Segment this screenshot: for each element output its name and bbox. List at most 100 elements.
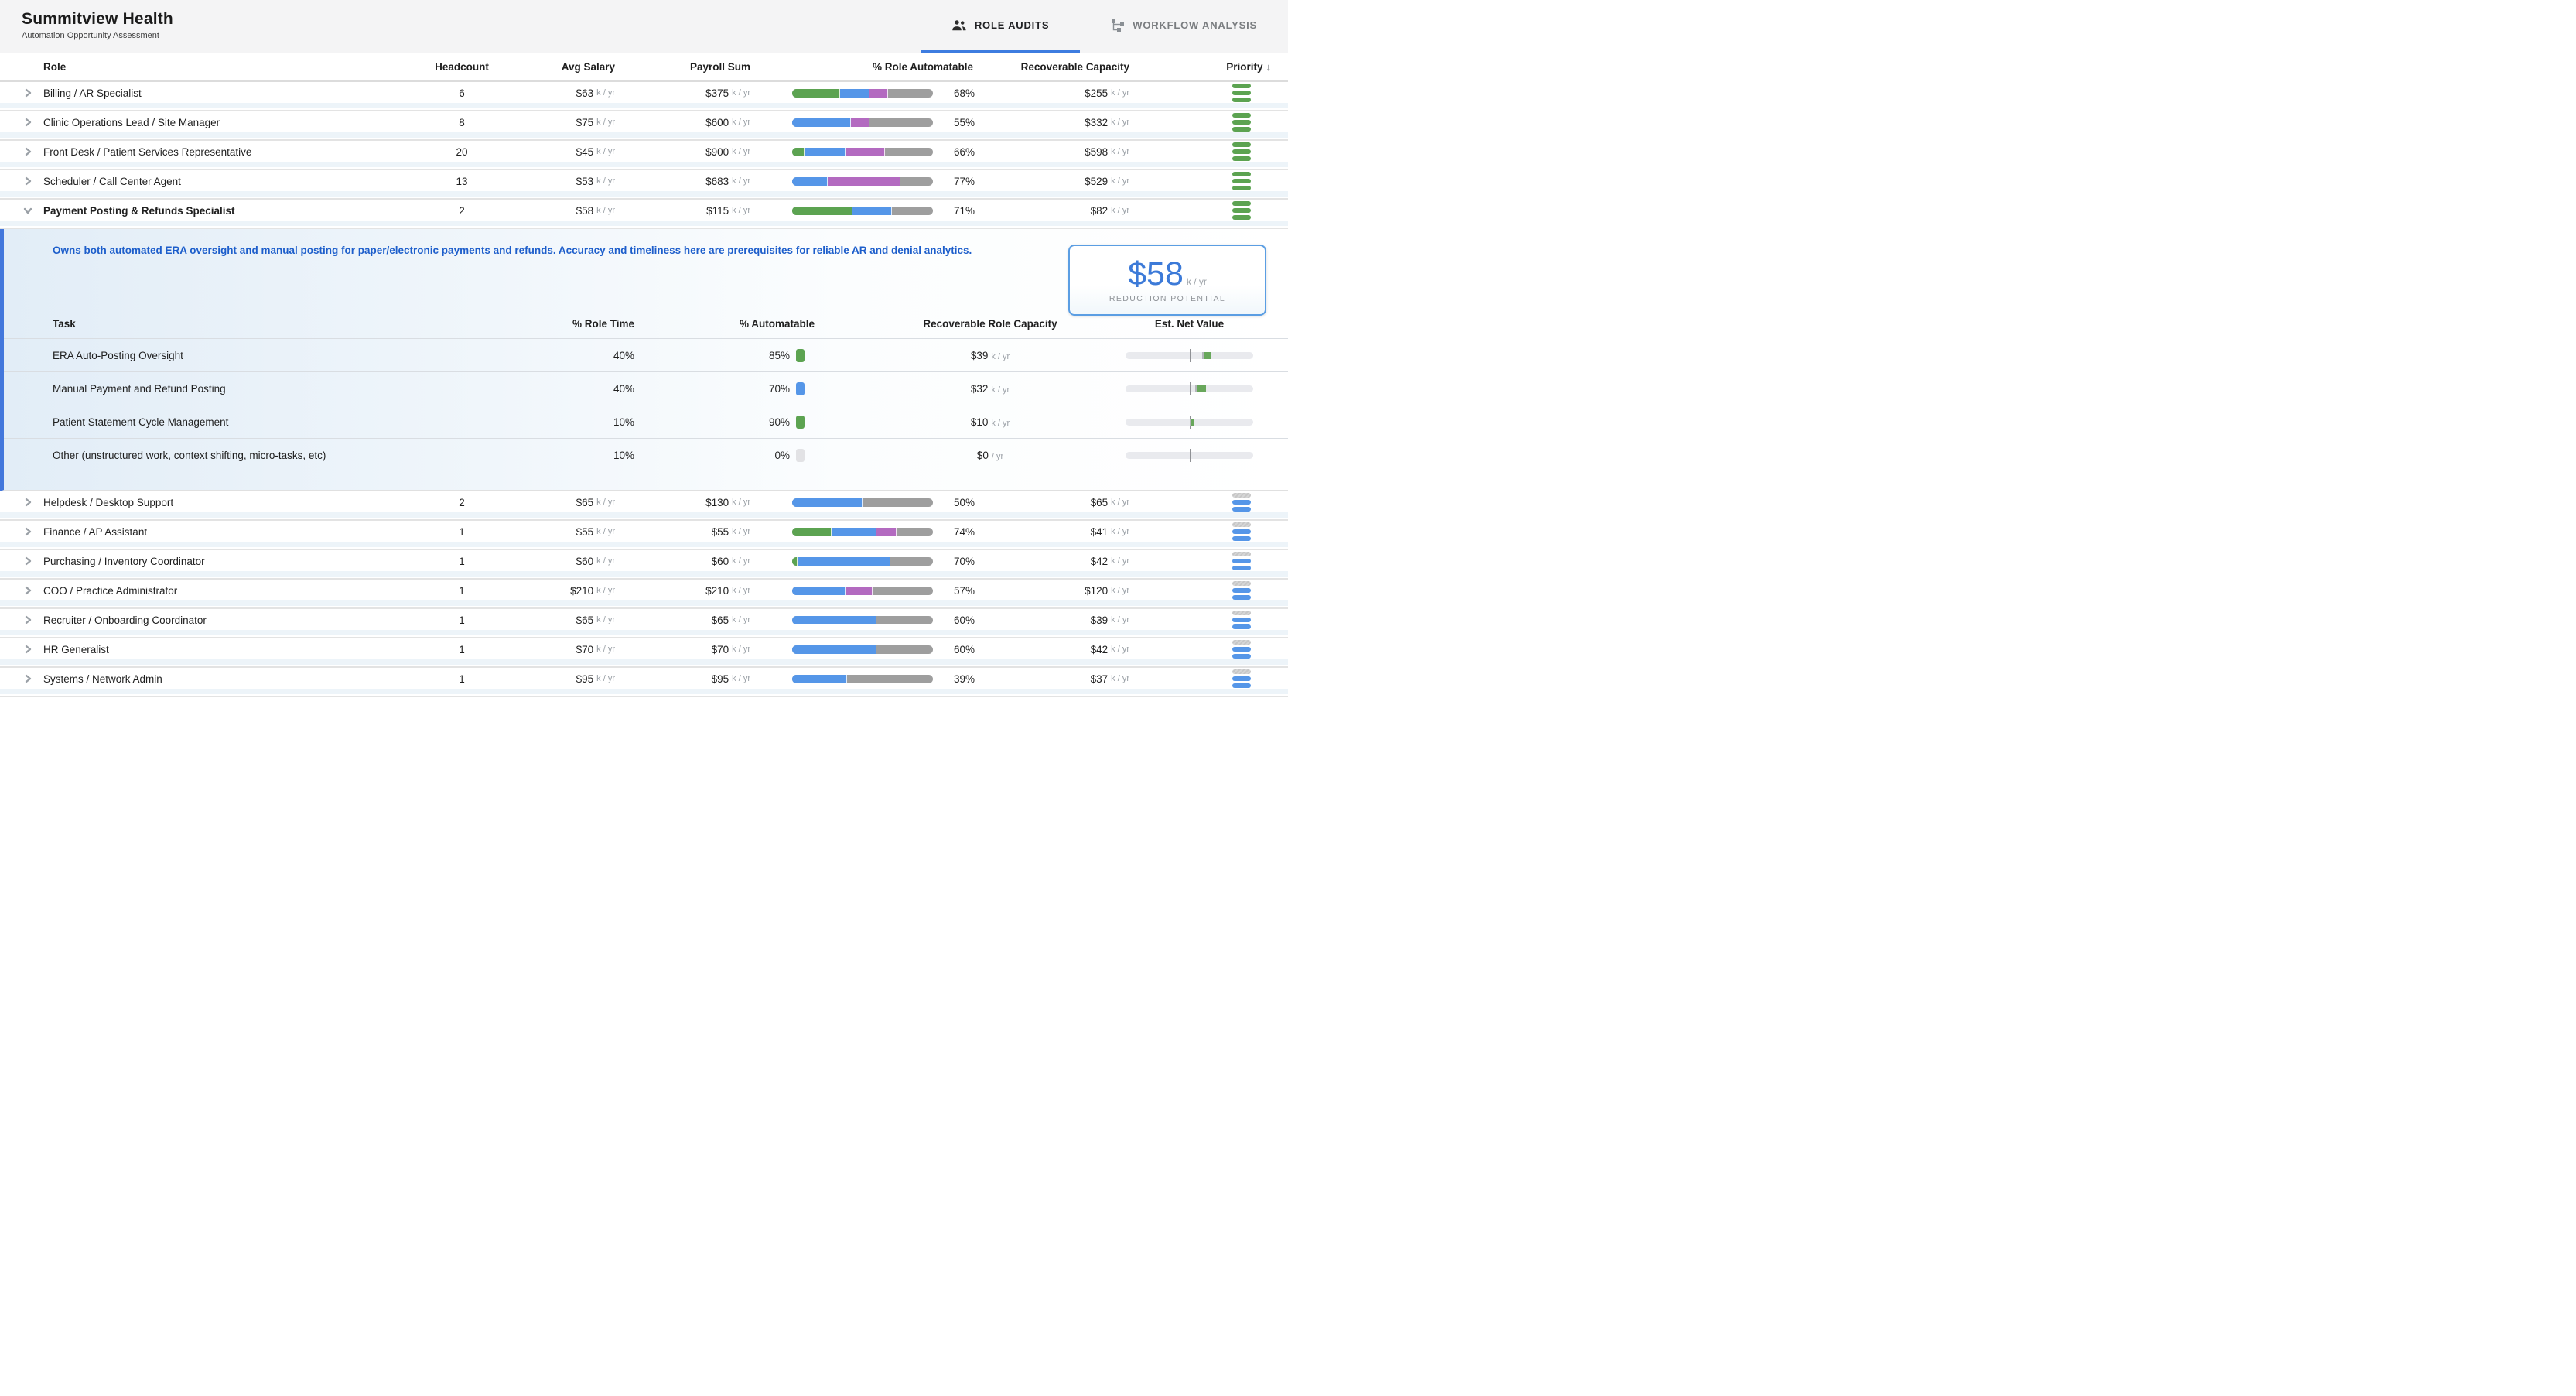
automatable-cell: 60% xyxy=(750,638,975,660)
automatable-cell: 50% xyxy=(750,491,975,513)
task-row: Other (unstructured work, context shifti… xyxy=(4,439,1288,472)
recoverable-capacity-value: $39 k / yr xyxy=(1090,614,1129,626)
chevron-right-icon[interactable] xyxy=(22,146,33,157)
automatable-cell: 71% xyxy=(750,200,975,221)
priority-high-icon xyxy=(1232,200,1251,221)
automatable-pct: 57% xyxy=(953,584,975,597)
role-row[interactable]: Systems / Network Admin 1 $95 k / yr $95 k… xyxy=(0,668,1288,697)
priority-medium-icon xyxy=(1232,669,1251,689)
column-recoverable-capacity: Recoverable Capacity xyxy=(1020,60,1129,73)
chevron-right-icon[interactable] xyxy=(22,526,33,537)
role-row[interactable]: Recruiter / Onboarding Coordinator 1 $65… xyxy=(0,609,1288,638)
task-table: Task % Role Time % Automatable Recoverab… xyxy=(4,310,1288,472)
role-row[interactable]: Purchasing / Inventory Coordinator 1 $60… xyxy=(0,550,1288,580)
automatable-pct: 74% xyxy=(953,525,975,538)
recoverable-capacity-value: $120 k / yr xyxy=(1085,584,1129,597)
chevron-right-icon[interactable] xyxy=(22,644,33,655)
priority-cell xyxy=(1133,141,1288,163)
column-payroll-sum: Payroll Sum xyxy=(689,60,750,73)
task-automatable: 70% xyxy=(669,382,897,395)
headcount-value: 13 xyxy=(456,175,468,187)
role-row[interactable]: Front Desk / Patient Services Representa… xyxy=(0,141,1288,170)
column-headcount: Headcount xyxy=(435,60,489,73)
expand-toggle[interactable] xyxy=(12,491,43,513)
automatable-pct: 71% xyxy=(953,204,975,217)
role-table-body: Billing / AR Specialist 6 $63 k / yr $375… xyxy=(0,82,1288,697)
task-automatable: 0% xyxy=(669,449,897,462)
chevron-right-icon[interactable] xyxy=(22,556,33,566)
automatable-stacked-bar xyxy=(792,88,933,98)
chevron-right-icon[interactable] xyxy=(22,176,33,186)
role-name: Front Desk / Patient Services Representa… xyxy=(43,145,252,158)
task-role-time: 10% xyxy=(613,450,634,461)
avg-salary-value: $53 k / yr xyxy=(576,175,615,187)
expand-toggle[interactable] xyxy=(12,609,43,631)
expand-toggle[interactable] xyxy=(12,82,43,104)
role-row[interactable]: Finance / AP Assistant 1 $55 k / yr $55 k … xyxy=(0,521,1288,550)
expand-toggle[interactable] xyxy=(12,521,43,542)
headcount-value: 6 xyxy=(459,87,465,99)
chevron-right-icon[interactable] xyxy=(22,673,33,684)
app-header: Summitview Health Automation Opportunity… xyxy=(0,0,1288,53)
expand-toggle[interactable] xyxy=(12,170,43,192)
role-row[interactable]: Billing / AR Specialist 6 $63 k / yr $375… xyxy=(0,82,1288,111)
priority-medium-icon xyxy=(1232,492,1251,512)
tab-role-audits[interactable]: ROLE AUDITS xyxy=(920,0,1081,53)
automatable-stacked-bar xyxy=(792,147,933,156)
payroll-sum-value: $95 k / yr xyxy=(711,672,750,685)
chevron-right-icon[interactable] xyxy=(22,585,33,596)
role-row[interactable]: Scheduler / Call Center Agent 13 $53 k / … xyxy=(0,170,1288,200)
net-value-bullet-chart xyxy=(1126,348,1253,362)
role-row[interactable]: Helpdesk / Desktop Support 2 $65 k / yr $… xyxy=(0,491,1288,521)
expand-toggle[interactable] xyxy=(12,668,43,689)
page-subtitle: Automation Opportunity Assessment xyxy=(22,31,159,40)
payroll-sum-value: $600 k / yr xyxy=(705,116,750,128)
expand-toggle[interactable] xyxy=(12,200,43,221)
role-name: Helpdesk / Desktop Support xyxy=(43,496,174,508)
priority-cell xyxy=(1133,111,1288,133)
automatable-cell: 60% xyxy=(750,609,975,631)
avg-salary-value: $45 k / yr xyxy=(576,145,615,158)
role-row[interactable]: HR Generalist 1 $70 k / yr $70 k / yr 60% … xyxy=(0,638,1288,668)
automatable-stacked-bar xyxy=(792,176,933,186)
priority-medium-icon xyxy=(1232,639,1251,659)
chevron-down-icon[interactable] xyxy=(22,205,33,216)
task-est-net-value xyxy=(1083,382,1253,395)
payroll-sum-value: $900 k / yr xyxy=(705,145,750,158)
task-table-header: Task % Role Time % Automatable Recoverab… xyxy=(4,310,1288,339)
expand-toggle[interactable] xyxy=(12,550,43,572)
avg-salary-value: $65 k / yr xyxy=(576,496,615,508)
headcount-value: 1 xyxy=(459,672,465,685)
role-row[interactable]: Payment Posting & Refunds Specialist 2 $… xyxy=(0,200,1288,229)
expand-toggle[interactable] xyxy=(12,111,43,133)
priority-medium-icon xyxy=(1232,522,1251,542)
chevron-right-icon[interactable] xyxy=(22,497,33,508)
role-description: Owns both automated ERA oversight and ma… xyxy=(53,245,972,256)
role-name: Scheduler / Call Center Agent xyxy=(43,175,181,187)
column-priority[interactable]: Priority ↓ xyxy=(1226,60,1271,73)
automatable-stacked-bar xyxy=(792,498,933,507)
expand-toggle[interactable] xyxy=(12,580,43,601)
task-recoverable: $39 k / yr xyxy=(970,349,1010,361)
headcount-value: 8 xyxy=(459,116,465,128)
avg-salary-value: $58 k / yr xyxy=(576,204,615,217)
recoverable-capacity-value: $598 k / yr xyxy=(1085,145,1129,158)
priority-medium-icon xyxy=(1232,610,1251,630)
role-row[interactable]: Clinic Operations Lead / Site Manager 8 … xyxy=(0,111,1288,141)
expand-toggle[interactable] xyxy=(12,638,43,660)
payroll-sum-value: $115 k / yr xyxy=(706,204,750,217)
role-row[interactable]: COO / Practice Administrator 1 $210 k / y… xyxy=(0,580,1288,609)
tab-workflow-analysis[interactable]: WORKFLOW ANALYSIS xyxy=(1080,0,1288,53)
automatable-pct: 70% xyxy=(953,555,975,567)
chevron-right-icon[interactable] xyxy=(22,87,33,98)
automatable-cell: 68% xyxy=(750,82,975,104)
automatable-stacked-bar xyxy=(792,118,933,127)
chevron-right-icon[interactable] xyxy=(22,614,33,625)
chevron-right-icon[interactable] xyxy=(22,117,33,128)
expand-toggle[interactable] xyxy=(12,141,43,163)
task-est-net-value xyxy=(1083,348,1253,362)
avg-salary-value: $70 k / yr xyxy=(576,643,615,655)
reduction-potential-label: REDUCTION POTENTIAL xyxy=(1109,293,1226,303)
automatable-pct: 68% xyxy=(953,87,975,99)
people-icon xyxy=(951,19,967,32)
